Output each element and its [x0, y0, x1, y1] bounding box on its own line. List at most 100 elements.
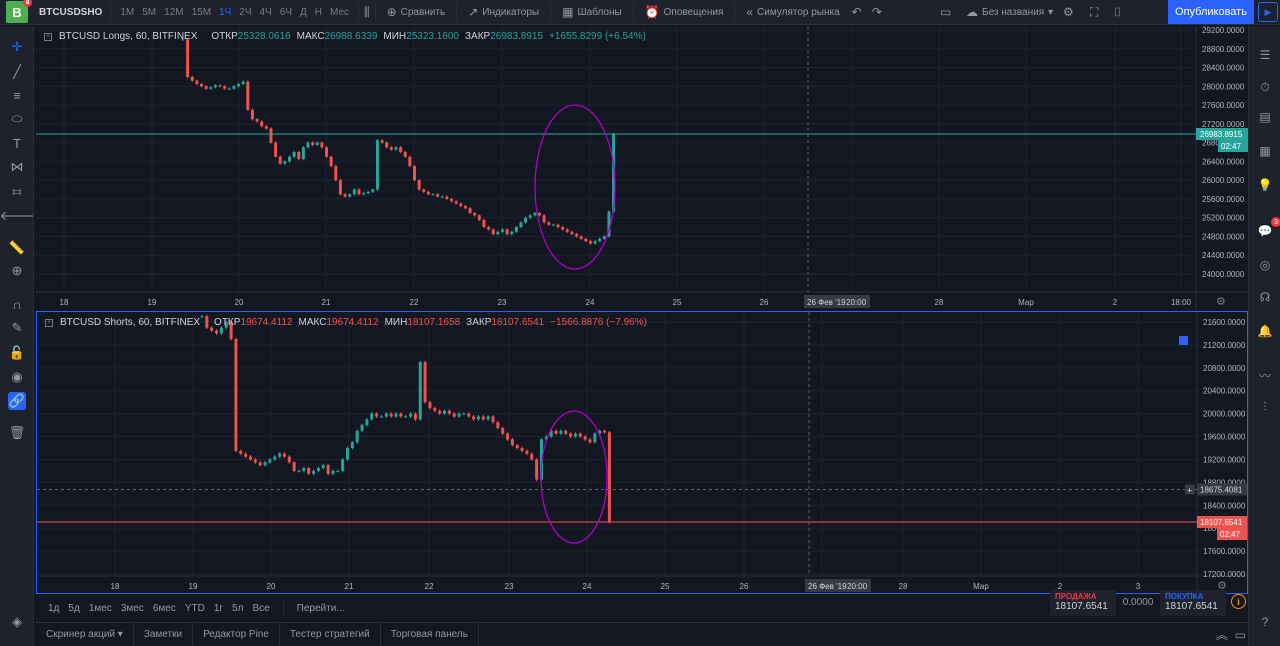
sell-button[interactable]: ПРОДАЖА 18107.6541	[1050, 590, 1116, 616]
pulse-icon[interactable]: 〰	[1258, 368, 1271, 383]
collapse-panel-icon[interactable]: ︽	[1215, 628, 1228, 642]
range-1d[interactable]: 1д	[48, 602, 60, 614]
link-icon[interactable]: 🔗	[8, 392, 26, 410]
candle-body	[459, 203, 463, 206]
symbol-search[interactable]: BTCUSDSHO	[39, 6, 103, 18]
candle-body	[422, 189, 426, 192]
tf-day[interactable]: Д	[300, 6, 307, 18]
collapse-icon[interactable]: +	[44, 32, 52, 41]
redo-icon[interactable]: ↷	[871, 5, 882, 19]
range-5y[interactable]: 5л	[232, 602, 244, 614]
brush-icon[interactable]: ✎	[11, 320, 23, 335]
tf-5m[interactable]: 5M	[142, 6, 157, 18]
candle-body	[200, 316, 204, 318]
goto-button[interactable]: Перейти...	[296, 602, 345, 614]
tf-1h[interactable]: 1Ч	[219, 6, 232, 18]
streams-icon[interactable]: ◎	[1259, 258, 1271, 272]
trendline-icon[interactable]: ╱	[13, 64, 21, 79]
bell-icon[interactable]: 🔔	[1257, 324, 1273, 338]
candle-body	[530, 453, 534, 460]
trash-icon[interactable]: 🗑	[8, 425, 26, 440]
range-6m[interactable]: 6мес	[152, 602, 176, 614]
shapes-icon[interactable]: ⬭	[11, 111, 23, 126]
replay-button[interactable]: «Симулятор рынка	[746, 5, 840, 19]
tab-notes[interactable]: Заметки	[134, 623, 194, 646]
shorts-chart-pane[interactable]: 21600.0000 21200.0000 20800.0000 20400.0000…	[36, 311, 1248, 594]
candles-icon[interactable]: ⫼	[364, 4, 370, 19]
text-icon[interactable]: T	[13, 135, 21, 151]
range-all[interactable]: Все	[252, 602, 270, 614]
data-window-icon[interactable]: ▤	[1259, 110, 1271, 124]
dom-icon[interactable]: ⫶	[1263, 399, 1267, 414]
layout-name-button[interactable]: ☁ Без названия ▾	[966, 5, 1054, 19]
tf-12m[interactable]: 12M	[164, 6, 184, 18]
candle-body	[500, 229, 504, 232]
tf-6h[interactable]: 6Ч	[279, 6, 292, 18]
gear-icon[interactable]: ⚙	[1063, 5, 1074, 19]
tf-4h[interactable]: 4Ч	[259, 6, 272, 18]
candle-body	[457, 413, 461, 417]
fullscreen-icon[interactable]: ⛶	[1090, 4, 1099, 19]
indicators-button[interactable]: ↗ Индикаторы	[468, 5, 540, 19]
prediction-icon[interactable]: ⧦	[12, 183, 22, 198]
price-tick-label: 21600.0000	[1203, 318, 1246, 327]
fib-icon[interactable]: ≡	[13, 87, 21, 103]
tf-1m[interactable]: 1M	[120, 6, 135, 18]
play-icon[interactable]: ▶	[1258, 2, 1278, 22]
layers-icon[interactable]: ◈	[12, 614, 22, 629]
collapse-icon[interactable]: +	[45, 318, 53, 327]
crosshair-icon[interactable]: ✛	[11, 39, 23, 54]
range-1m[interactable]: 1мес	[88, 602, 112, 614]
tf-week[interactable]: Н	[314, 6, 323, 18]
undo-icon[interactable]: ↶	[851, 5, 862, 19]
ruler-icon[interactable]: 📏	[8, 240, 26, 255]
range-1y[interactable]: 1г	[213, 602, 224, 614]
broadcast-icon[interactable]: ☊	[1259, 290, 1271, 304]
shorts-chart-canvas[interactable]: 21600.0000 21200.0000 20800.0000 20400.0000…	[37, 312, 1247, 593]
help-icon[interactable]: ?	[1261, 615, 1269, 629]
arrow-left-icon[interactable]: 🡐	[0, 208, 35, 223]
maximize-panel-icon[interactable]: ▭	[1234, 627, 1246, 642]
longs-title[interactable]: BTCUSD Longs, 60, BITFINEX	[59, 31, 198, 42]
price-tick-label: 21200.0000	[1203, 341, 1246, 350]
alerts-button[interactable]: ⏰ Оповещения	[644, 5, 724, 19]
tf-month[interactable]: Мес	[330, 6, 350, 18]
watchlist-icon[interactable]: ☰	[1259, 48, 1271, 62]
longs-chart-canvas[interactable]: 29200.0000 28800.0000 28400.0000 28000.0000…	[36, 26, 1248, 310]
publish-button[interactable]: Опубликовать	[1168, 0, 1254, 24]
tf-2h[interactable]: 2Ч	[239, 6, 252, 18]
shorts-title[interactable]: BTCUSD Shorts, 60, BITFINEX	[60, 317, 201, 328]
candle-body	[607, 211, 611, 237]
ideas-icon[interactable]: 💡	[1257, 178, 1273, 192]
camera-icon[interactable]: ⌷	[1114, 4, 1122, 19]
tab-strategy-tester[interactable]: Тестер стратегий	[280, 623, 381, 646]
tf-15m[interactable]: 15M	[191, 6, 212, 18]
candle-body	[297, 152, 301, 160]
magnet-icon[interactable]: ∩	[12, 296, 22, 312]
range-5d[interactable]: 5д	[68, 602, 80, 614]
indicators-icon: ↗	[468, 5, 479, 19]
change-value: +1655.8299 (+6.54%)	[549, 31, 646, 42]
calendar-icon[interactable]: ▦	[1259, 144, 1271, 158]
lock-icon[interactable]: 🔓	[8, 345, 26, 360]
tab-trading-panel[interactable]: Торговая панель	[381, 623, 479, 646]
candle-body	[205, 316, 209, 328]
compare-button[interactable]: ⊕ Сравнить	[386, 5, 446, 19]
chat-icon[interactable]: 💬	[1257, 224, 1273, 238]
eye-icon[interactable]: ◉	[11, 369, 23, 384]
spread-value: 0.0000	[1122, 597, 1154, 608]
range-3m[interactable]: 3мес	[120, 602, 144, 614]
candle-body	[583, 436, 587, 440]
zoom-icon[interactable]: ⊕	[11, 263, 23, 278]
tab-pine-editor[interactable]: Редактор Pine	[193, 623, 280, 646]
alerts-list-icon[interactable]: ⏱	[1260, 79, 1270, 94]
range-ytd[interactable]: YTD	[184, 602, 205, 614]
pattern-icon[interactable]: ⋈	[10, 159, 24, 174]
templates-button[interactable]: ▦ Шаблоны	[562, 5, 622, 19]
longs-chart-pane[interactable]: 29200.0000 28800.0000 28400.0000 28000.0000…	[36, 26, 1248, 310]
layout-icon[interactable]: ▭	[940, 5, 952, 19]
info-icon[interactable]: i	[1231, 594, 1246, 609]
tab-stock-screener[interactable]: Скринер акций ▾	[36, 623, 134, 646]
buy-button[interactable]: ПОКУПКА 18107.6541	[1160, 590, 1226, 616]
